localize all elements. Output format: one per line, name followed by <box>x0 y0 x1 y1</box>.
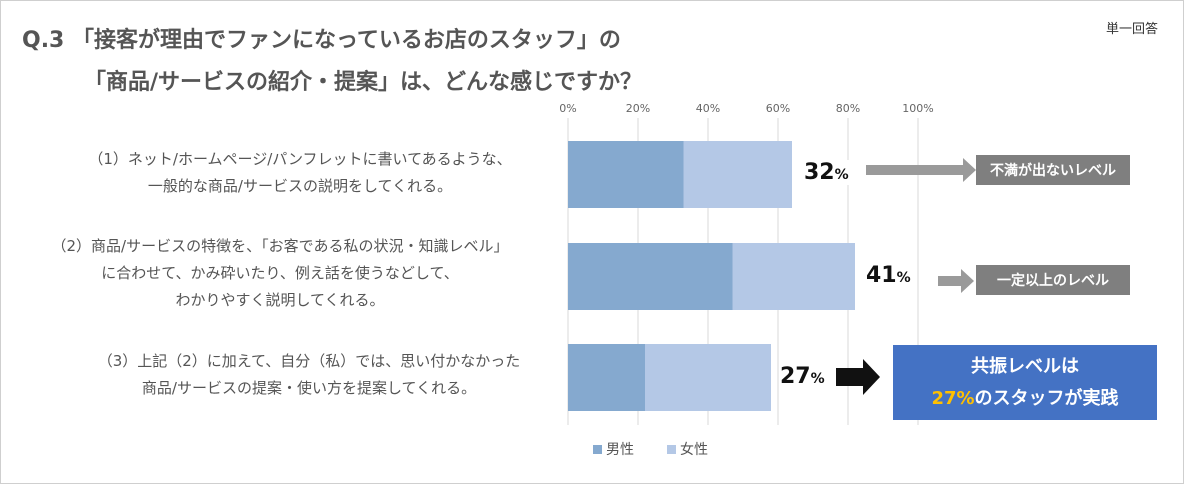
highlight-line-2: 27%のスタッフが実践 <box>931 383 1118 415</box>
item-1-line-1: （1）ネット/ホームページ/パンフレットに書いてあるような、 <box>88 150 512 168</box>
bar-male-item-1 <box>568 141 684 208</box>
x-tick-label: 0% <box>559 102 576 115</box>
item-3-label: （3）上記（2）に加えて、自分（私）では、思い付かなかった 商品/サービスの提案… <box>64 348 554 402</box>
bar-male-item-2 <box>568 243 733 310</box>
highlight-box: 共振レベルは 27%のスタッフが実践 <box>893 345 1157 420</box>
x-tick-label: 60% <box>766 102 790 115</box>
item-2-label: （2）商品/サービスの特徴を、「お客である私の状況・知識レベル」 に合わせて、か… <box>20 233 540 314</box>
legend-label-female: 女性 <box>680 442 708 458</box>
item-1-label: （1）ネット/ホームページ/パンフレットに書いてあるような、 一般的な商品/サー… <box>60 146 540 200</box>
arrow-right-icon <box>866 158 976 182</box>
answer-type-label: 単一回答 <box>1105 22 1158 37</box>
level-box-1: 不満が出ないレベル <box>976 155 1130 185</box>
item-1-percent: 32% <box>804 160 849 185</box>
item-2-percent: 41% <box>866 263 911 288</box>
legend-swatch-male <box>593 444 602 454</box>
arrow-right-icon <box>938 269 974 293</box>
legend-item-male: 男性 <box>593 439 634 459</box>
highlight-percent: 27% <box>931 387 975 409</box>
x-tick-label: 80% <box>836 102 860 115</box>
legend-swatch-female <box>667 444 676 454</box>
level-box-2: 一定以上のレベル <box>976 265 1130 295</box>
item-2-line-1: （2）商品/サービスの特徴を、「お客である私の状況・知識レベル」 <box>51 237 509 255</box>
highlight-rest: のスタッフが実践 <box>974 387 1119 409</box>
item-2-line-2: に合わせて、かみ砕いたり、例え話を使うなどして、 <box>101 264 459 282</box>
question-title-line-2: 「商品/サービスの紹介・提案」は、どんな感じですか？ <box>84 70 643 95</box>
item-3-percent: 27% <box>780 364 825 389</box>
legend-item-female: 女性 <box>667 439 708 459</box>
item-3-line-2: 商品/サービスの提案・使い方を提案してくれる。 <box>141 379 477 397</box>
bar-female-item-3 <box>645 344 771 411</box>
bar-female-item-2 <box>732 243 855 310</box>
x-tick-label: 100% <box>902 102 933 115</box>
item-3-line-1: （3）上記（2）に加えて、自分（私）では、思い付かなかった <box>97 352 521 370</box>
x-tick-label: 40% <box>696 102 720 115</box>
highlight-line-1: 共振レベルは <box>971 355 1079 377</box>
x-tick-label: 20% <box>626 102 650 115</box>
bar-female-item-1 <box>683 141 792 208</box>
arrow-right-icon <box>836 359 880 395</box>
question-title-line-1: Q.3 「接客が理由でファンになっているお店のスタッフ」の <box>22 28 621 53</box>
item-1-line-2: 一般的な商品/サービスの説明をしてくれる。 <box>147 177 453 195</box>
item-2-line-3: わかりやすく説明してくれる。 <box>175 291 385 309</box>
bar-male-item-3 <box>568 344 645 411</box>
legend-label-male: 男性 <box>606 442 634 458</box>
